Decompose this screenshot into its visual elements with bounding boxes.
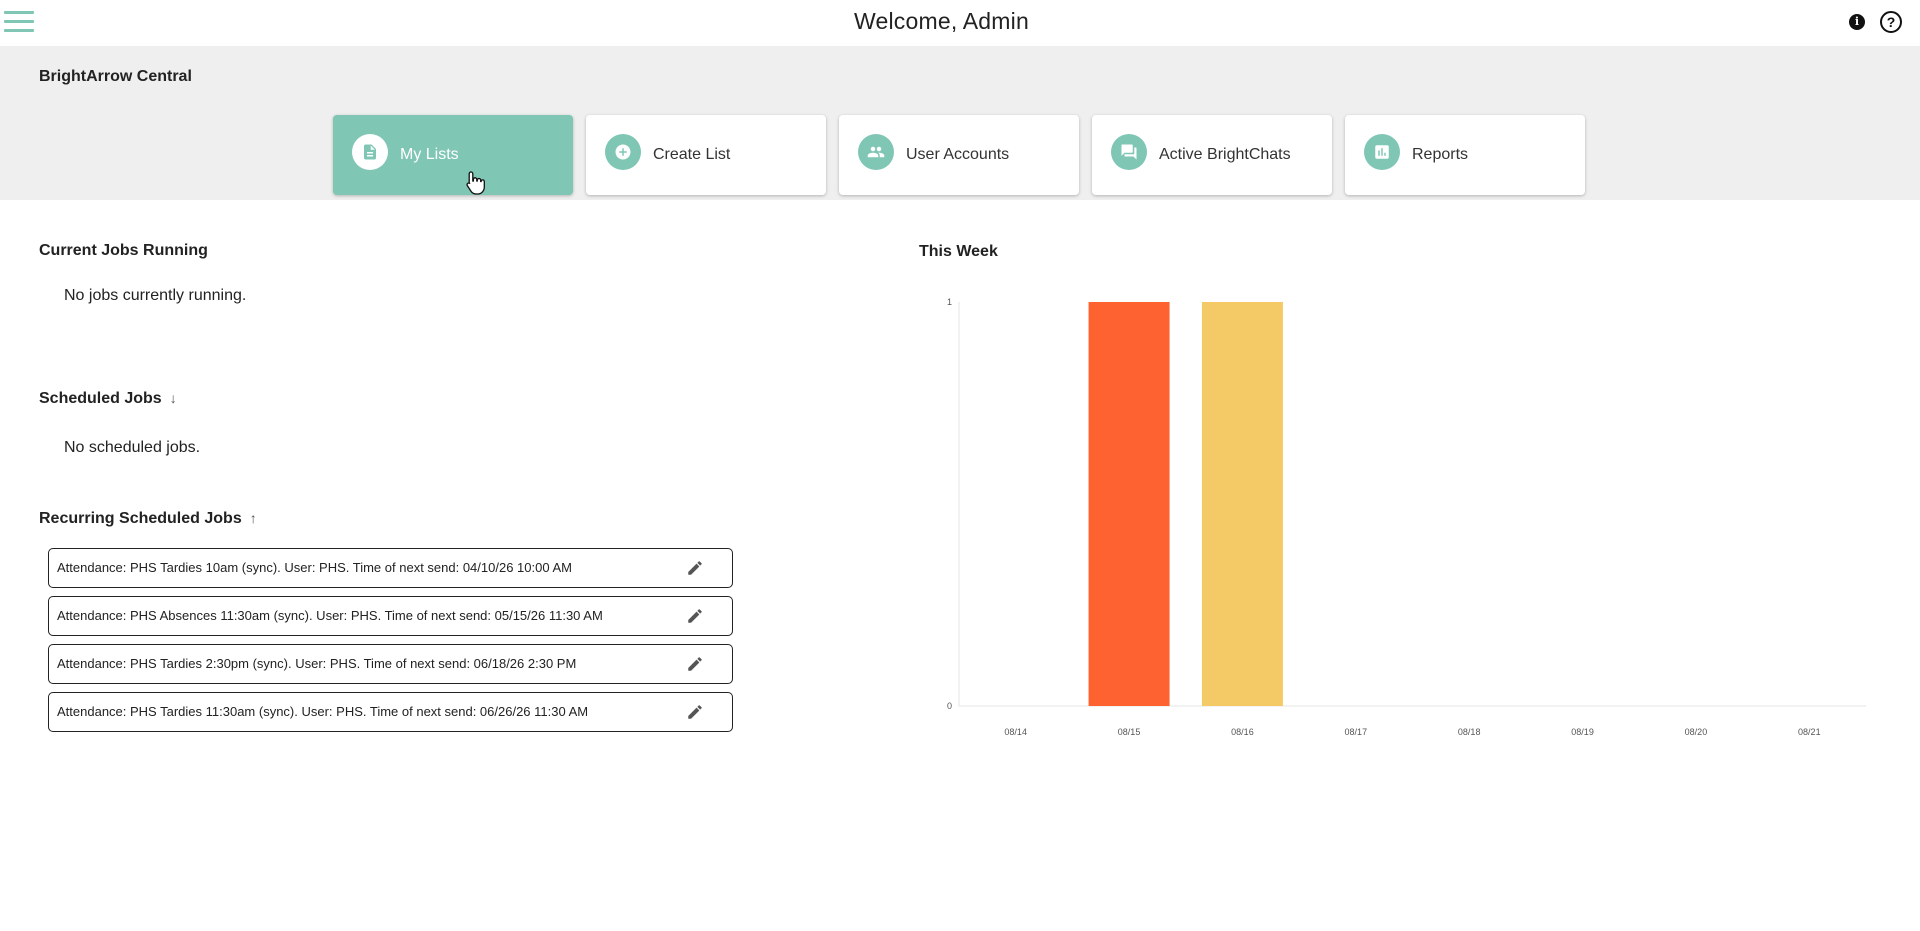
tile-my-lists[interactable]: My Lists bbox=[333, 115, 573, 195]
recurring-job-row[interactable]: Attendance: PHS Absences 11:30am (sync).… bbox=[48, 596, 733, 636]
chart-title: This Week bbox=[919, 243, 998, 260]
page-title: Welcome, Admin bbox=[854, 8, 1029, 34]
tile-create-list[interactable]: Create List bbox=[586, 115, 826, 195]
tile-label: User Accounts bbox=[906, 146, 1010, 163]
sort-up-icon[interactable]: ↑ bbox=[249, 510, 257, 526]
edit-pencil-icon[interactable] bbox=[686, 607, 704, 625]
recurring-job-row[interactable]: Attendance: PHS Tardies 10am (sync). Use… bbox=[48, 548, 733, 588]
x-tick-label: 08/17 bbox=[1345, 727, 1368, 737]
y-tick-label: 1 bbox=[947, 297, 952, 307]
recurring-jobs-header: Recurring Scheduled Jobs ↑ bbox=[39, 510, 257, 528]
tile-active-brightchats[interactable]: Active BrightChats bbox=[1092, 115, 1332, 195]
tile-reports[interactable]: Reports bbox=[1345, 115, 1585, 195]
people-icon bbox=[858, 134, 894, 170]
tile-label: Active BrightChats bbox=[1159, 146, 1291, 163]
edit-pencil-icon[interactable] bbox=[686, 655, 704, 673]
current-jobs-title: Current Jobs Running bbox=[39, 242, 208, 259]
x-tick-label: 08/19 bbox=[1571, 727, 1594, 737]
band-title: BrightArrow Central bbox=[39, 68, 192, 85]
tile-label: My Lists bbox=[400, 146, 459, 163]
current-jobs-empty-text: No jobs currently running. bbox=[64, 287, 247, 304]
tile-label: Create List bbox=[653, 146, 731, 163]
edit-pencil-icon[interactable] bbox=[686, 559, 704, 577]
x-tick-label: 08/15 bbox=[1118, 727, 1141, 737]
recurring-job-text: Attendance: PHS Tardies 11:30am (sync). … bbox=[57, 704, 589, 719]
this-week-bar-chart: 0 1 08/14 08/15 08/16 08/17 08/18 08/19 08/20 08/… bbox=[947, 297, 1866, 737]
add-circle-icon bbox=[605, 134, 641, 170]
chart-bar bbox=[1088, 302, 1170, 706]
x-tick-label: 08/14 bbox=[1004, 727, 1027, 737]
x-tick-label: 08/21 bbox=[1798, 727, 1821, 737]
tile-user-accounts[interactable]: User Accounts bbox=[839, 115, 1079, 195]
recurring-job-row[interactable]: Attendance: PHS Tardies 2:30pm (sync). U… bbox=[48, 644, 733, 684]
scheduled-jobs-empty-text: No scheduled jobs. bbox=[64, 439, 201, 456]
hamburger-menu-icon[interactable] bbox=[4, 10, 34, 34]
tile-label: Reports bbox=[1412, 146, 1469, 163]
document-icon bbox=[352, 134, 388, 170]
x-tick-label: 08/18 bbox=[1458, 727, 1481, 737]
y-tick-label: 0 bbox=[947, 701, 952, 711]
bar-chart-icon bbox=[1364, 134, 1400, 170]
recurring-job-text: Attendance: PHS Tardies 2:30pm (sync). U… bbox=[57, 656, 577, 671]
scheduled-jobs-header: Scheduled Jobs ↓ bbox=[39, 390, 177, 408]
sort-down-icon[interactable]: ↓ bbox=[169, 390, 177, 406]
chat-icon bbox=[1111, 134, 1147, 170]
help-icon[interactable]: ? bbox=[1880, 11, 1902, 33]
x-tick-label: 08/16 bbox=[1231, 727, 1254, 737]
hand-pointer-cursor-icon bbox=[466, 171, 485, 195]
edit-pencil-icon[interactable] bbox=[686, 703, 704, 721]
recurring-jobs-title: Recurring Scheduled Jobs bbox=[39, 510, 242, 527]
recurring-job-text: Attendance: PHS Absences 11:30am (sync).… bbox=[57, 608, 603, 623]
navigation-band: BrightArrow Central My Lists Create List… bbox=[0, 46, 1920, 200]
top-bar: Welcome, Admin i ? bbox=[0, 0, 1920, 46]
recurring-job-row[interactable]: Attendance: PHS Tardies 11:30am (sync). … bbox=[48, 692, 733, 732]
scheduled-jobs-title: Scheduled Jobs bbox=[39, 390, 162, 407]
recurring-job-text: Attendance: PHS Tardies 10am (sync). Use… bbox=[57, 560, 572, 575]
info-icon[interactable]: i bbox=[1849, 14, 1865, 30]
chart-bar bbox=[1201, 302, 1283, 706]
x-tick-label: 08/20 bbox=[1685, 727, 1708, 737]
